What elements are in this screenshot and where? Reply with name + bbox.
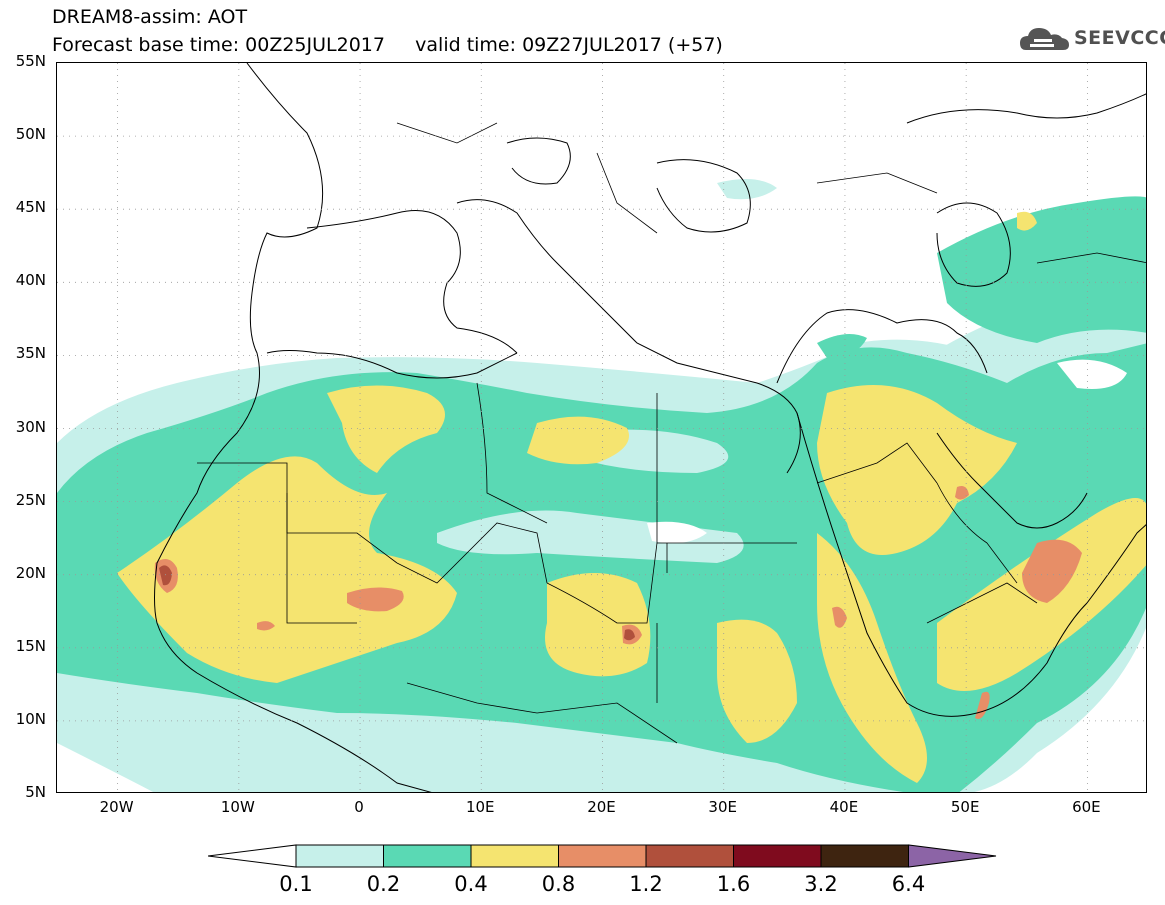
coastlines: [154, 63, 1146, 792]
longitude-tick-label: 60E: [1072, 798, 1101, 816]
colorbar-level-label: 0.4: [454, 872, 488, 896]
colorbar-segment: [383, 844, 472, 868]
longitude-tick-label: 20W: [99, 798, 134, 816]
longitude-tick-label: 20E: [587, 798, 616, 816]
colorbar-lower-extension: [208, 844, 297, 868]
map-area: [56, 62, 1147, 793]
latitude-tick-label: 25N: [15, 490, 46, 509]
latitude-tick-label: 40N: [15, 271, 46, 290]
cloud-icon: [1020, 28, 1069, 50]
longitude-tick-label: 10E: [465, 798, 495, 816]
latitude-tick-label: 30N: [15, 417, 46, 436]
colorbar-segment: [820, 844, 909, 868]
colorbar-level-label: 0.2: [366, 872, 401, 896]
latitude-tick-label: 45N: [15, 198, 46, 217]
colorbar-level-label: 1.6: [716, 872, 751, 896]
colorbar-segment: [558, 844, 647, 868]
colorbar-segment: [645, 844, 734, 868]
latitude-tick-label: 50N: [15, 125, 46, 144]
colorbar-level-label: 3.2: [804, 872, 838, 896]
seevccc-logo: SEEVCCC: [1018, 22, 1165, 56]
latitude-tick-label: 35N: [15, 344, 46, 363]
colorbar-segment: [470, 844, 559, 868]
latitude-tick-label: 15N: [15, 636, 46, 655]
latitude-tick-label: 55N: [15, 52, 46, 70]
longitude-tick-label: 30E: [708, 798, 737, 816]
longitude-tick-label: 50E: [950, 798, 980, 816]
colorbar-level-label: 1.2: [629, 872, 663, 896]
latitude-tick-label: 10N: [15, 709, 46, 728]
colorbar-segment: [295, 844, 384, 868]
country-borders: [197, 122, 1146, 744]
latitude-tick-label: 5N: [25, 783, 46, 801]
aot-colorbar: [208, 844, 997, 868]
logo-text: SEEVCCC: [1074, 27, 1165, 49]
longitude-tick-label: 0: [354, 798, 364, 816]
longitude-tick-label: 10W: [220, 798, 255, 816]
aot-1.2-layer: [159, 565, 635, 641]
aot-field-map: [57, 63, 1146, 792]
map-title: DREAM8-assim: AOT: [52, 6, 248, 28]
colorbar-upper-extension: [908, 844, 997, 868]
longitude-tick-label: 40E: [829, 798, 859, 816]
latitude-tick-label: 20N: [15, 563, 46, 582]
colorbar-level-label: 6.4: [891, 872, 926, 896]
forecast-time-line: Forecast base time: 00Z25JUL2017 valid t…: [52, 34, 723, 56]
colorbar-level-label: 0.1: [279, 872, 313, 896]
colorbar-level-label: 0.8: [541, 872, 576, 896]
colorbar-segment: [733, 844, 822, 868]
